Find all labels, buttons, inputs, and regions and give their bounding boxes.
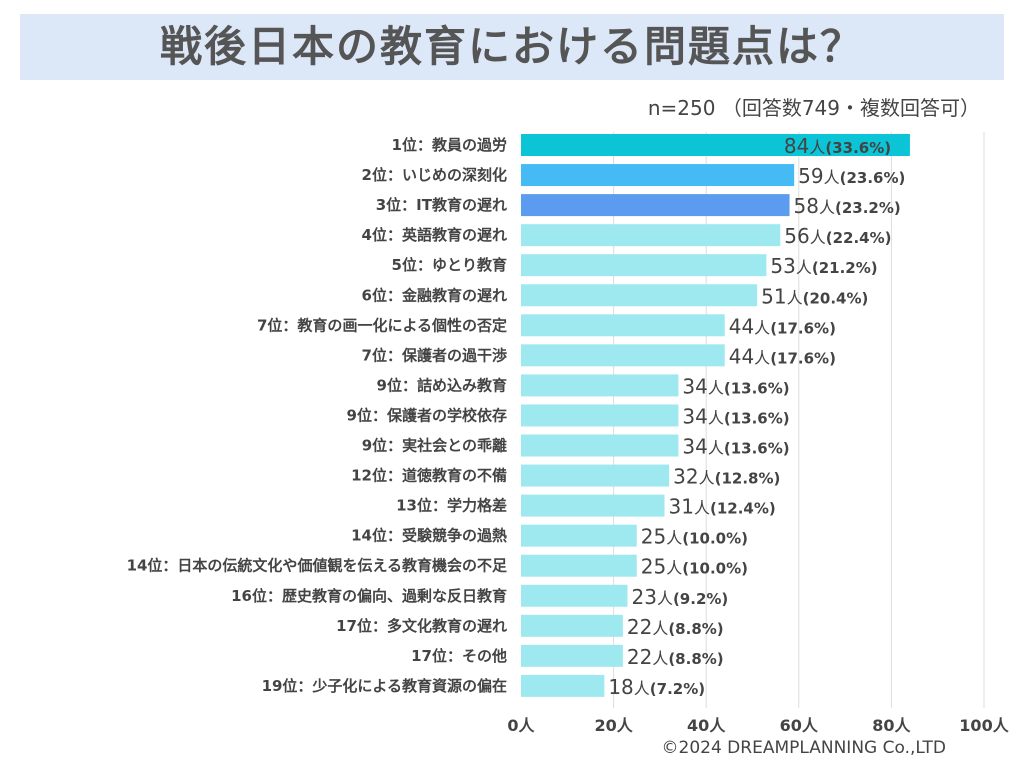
category-label: 6位：金融教育の遅れ [362, 286, 507, 304]
category-label: 1位：教員の過労 [392, 136, 507, 154]
bar [521, 584, 628, 607]
bar [521, 314, 725, 337]
category-label: 14位：日本の伝統文化や価値観を伝える教育機会の不足 [127, 557, 508, 575]
category-label: 17位：その他 [411, 647, 507, 665]
x-tick-label: 0人 [507, 716, 535, 735]
value-label: 22人(8.8%) [627, 615, 724, 639]
bar [521, 554, 637, 577]
category-label: 13位：学力格差 [396, 497, 507, 515]
bar [521, 254, 767, 277]
title-bar: 戦後日本の教育における問題点は？ [20, 14, 1004, 80]
bar [521, 284, 758, 307]
bar [521, 194, 790, 217]
bar [521, 374, 679, 397]
value-label: 44人(17.6%) [729, 344, 836, 368]
category-label: 12位：道徳教育の不備 [351, 467, 507, 485]
bar [521, 674, 605, 697]
category-label: 9位：実社会との乖離 [362, 437, 507, 455]
value-label: 25人(10.0%) [641, 555, 748, 579]
category-label: 4位：英語教育の遅れ [362, 226, 507, 244]
bar [521, 344, 725, 367]
value-label: 58人(23.2%) [794, 194, 901, 218]
bar [521, 614, 623, 637]
copyright-text: ©2024 DREAMPLANNING Co.,LTD [661, 738, 946, 758]
value-label: 59人(23.6%) [798, 164, 905, 188]
value-label: 31人(12.4%) [669, 495, 776, 519]
value-label: 44人(17.6%) [729, 314, 836, 338]
x-tick-label: 20人 [594, 716, 633, 735]
value-label: 34人(13.6%) [682, 374, 789, 398]
value-label: 18人(7.2%) [608, 675, 705, 699]
bar [521, 134, 910, 156]
bar [521, 164, 795, 187]
bar [521, 404, 679, 427]
value-label: 32人(12.8%) [673, 465, 780, 489]
category-label: 17位：多文化教育の遅れ [336, 617, 507, 635]
value-label: 84人(33.6%) [784, 134, 891, 158]
bar [521, 434, 679, 457]
value-label: 34人(13.6%) [682, 435, 789, 459]
category-label: 9位：詰め込み教育 [377, 376, 507, 394]
value-label: 56人(22.4%) [784, 224, 891, 248]
value-label: 53人(21.2%) [770, 254, 877, 278]
value-label: 22人(8.8%) [627, 645, 724, 669]
bar [521, 494, 665, 517]
category-label: 19位：少子化による教育資源の偏在 [262, 677, 507, 695]
category-label: 7位：保護者の過干渉 [362, 346, 507, 364]
value-label: 51人(20.4%) [761, 284, 868, 308]
sample-size-note: n=250 （回答数749・複数回答可） [647, 96, 980, 120]
category-label: 3位：IT教育の遅れ [376, 196, 507, 214]
x-tick-label: 60人 [780, 716, 819, 735]
value-label: 25人(10.0%) [641, 525, 748, 549]
category-label: 5位：ゆとり教育 [392, 256, 507, 274]
value-label: 34人(13.6%) [682, 404, 789, 428]
chart-title: 戦後日本の教育における問題点は？ [159, 22, 864, 71]
x-tick-label: 40人 [687, 716, 726, 735]
bar [521, 224, 781, 247]
category-label: 7位：教育の画一化による個性の否定 [257, 316, 507, 334]
category-label: 2位：いじめの深刻化 [362, 166, 507, 184]
value-label: 23人(9.2%) [631, 585, 728, 609]
category-label: 9位：保護者の学校依存 [347, 406, 507, 424]
category-label: 16位：歴史教育の偏向、過剰な反日教育 [231, 587, 507, 605]
x-tick-label: 100人 [959, 716, 1009, 735]
bar [521, 644, 623, 667]
category-label: 14位：受験競争の過熱 [351, 527, 507, 545]
x-tick-label: 80人 [872, 716, 911, 735]
bar [521, 464, 670, 487]
bar [521, 524, 637, 547]
